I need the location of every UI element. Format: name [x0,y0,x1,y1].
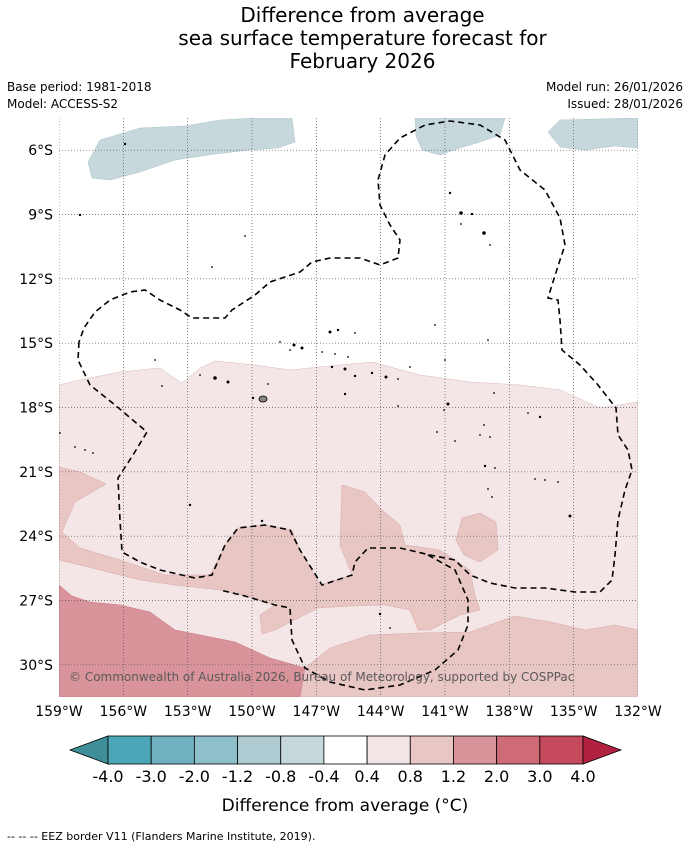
eez-legend: -- -- -- EEZ border V11 (Flanders Marine… [7,830,316,843]
lon-tick-label: 132°W [614,704,662,720]
colorbar-tick-label: 0.4 [354,767,379,786]
colorbar-tick-label: -4.0 [92,767,123,786]
colorbar-box [323,735,368,765]
longitude-ticks: 159°W 156°W 153°W 150°W 147°W 144°W 141°W 138°W… [35,704,662,720]
colorbar-extend-high [582,735,623,765]
lon-tick-label: 147°W [293,704,341,720]
lon-tick-label: 159°W [35,704,83,720]
anomaly-region-0.8-1.2 [455,512,499,563]
title-line-3: February 2026 [289,49,436,73]
colorbar-tick-label: -2.0 [179,767,210,786]
lat-tick-label: 21°S [19,465,53,481]
colorbar-box [107,735,152,765]
lat-tick-label: 30°S [19,658,53,674]
colorbar-box [409,735,454,765]
map-area: © Commonwealth of Australia 2026, Bureau… [59,118,638,697]
anomaly-region-1.2-2.0 [59,584,306,697]
colorbar [68,735,623,765]
island-tahiti [258,395,268,403]
lat-tick-label: 15°S [19,336,53,352]
colorbar-box [237,735,282,765]
anomaly-region-neg-0.8-0.4 [87,118,296,181]
model-name: Model: ACCESS-S2 [7,97,119,111]
colorbar-box [193,735,238,765]
eez-border [77,120,633,691]
islands [59,142,572,629]
title-line-2: sea surface temperature forecast for [178,26,547,50]
lon-tick-label: 156°W [100,704,148,720]
colorbar-tick-label: -0.4 [308,767,339,786]
lon-tick-label: 144°W [357,704,405,720]
lat-tick-label: 9°S [28,208,53,224]
lat-tick-label: 6°S [28,143,53,159]
meta-left: Base period: 1981-2018 Model: ACCESS-S2 [7,79,152,113]
copyright-text: © Commonwealth of Australia 2026, Bureau… [69,670,574,684]
lon-tick-label: 153°W [164,704,212,720]
colorbar-box [496,735,541,765]
colorbar-tick-label: 0.8 [398,767,423,786]
lat-tick-label: 12°S [19,272,53,288]
colorbar-box [150,735,195,765]
colorbar-tick-label: -1.2 [222,767,253,786]
colorbar-tick-label: -0.8 [265,767,296,786]
lon-tick-label: 135°W [550,704,598,720]
latitude-ticks: 6°S 9°S 12°S 15°S 18°S 21°S 24°S 27°S 30°S [19,143,53,674]
colorbar-title: Difference from average (°C) [222,796,469,816]
base-period: Base period: 1981-2018 [7,80,152,94]
title-line-1: Difference from average [240,3,485,27]
anomaly-region-neg-0.8-0.4 [547,118,638,151]
colorbar-labels: -4.0 -3.0 -2.0 -1.2 -0.8 -0.4 0.4 0.8 1.2 2.0 3.0 4… [92,767,595,786]
lat-tick-label: 18°S [19,401,53,417]
lon-tick-label: 141°W [421,704,469,720]
colorbar-box [366,735,411,765]
lat-tick-label: 27°S [19,594,53,610]
graticule [59,118,638,697]
colorbar-box [280,735,325,765]
colorbar-tick-label: -3.0 [136,767,167,786]
colorbar-tick-label: 1.2 [441,767,466,786]
colorbar-tick-label: 2.0 [484,767,509,786]
model-run: Model run: 26/01/2026 [545,80,683,94]
colorbar-box [539,735,584,765]
colorbar-extend-low [68,735,109,765]
map-title: Difference from average sea surface temp… [0,4,690,73]
meta-right: Model run: 26/01/2026 Issued: 28/01/2026 [546,79,683,113]
lat-tick-label: 24°S [19,529,53,545]
colorbar-tick-label: 4.0 [570,767,595,786]
colorbar-tick-label: 3.0 [527,767,552,786]
colorbar-box [453,735,498,765]
issued-date: Issued: 28/01/2026 [567,97,683,111]
lon-tick-label: 150°W [228,704,276,720]
lon-tick-label: 138°W [486,704,534,720]
